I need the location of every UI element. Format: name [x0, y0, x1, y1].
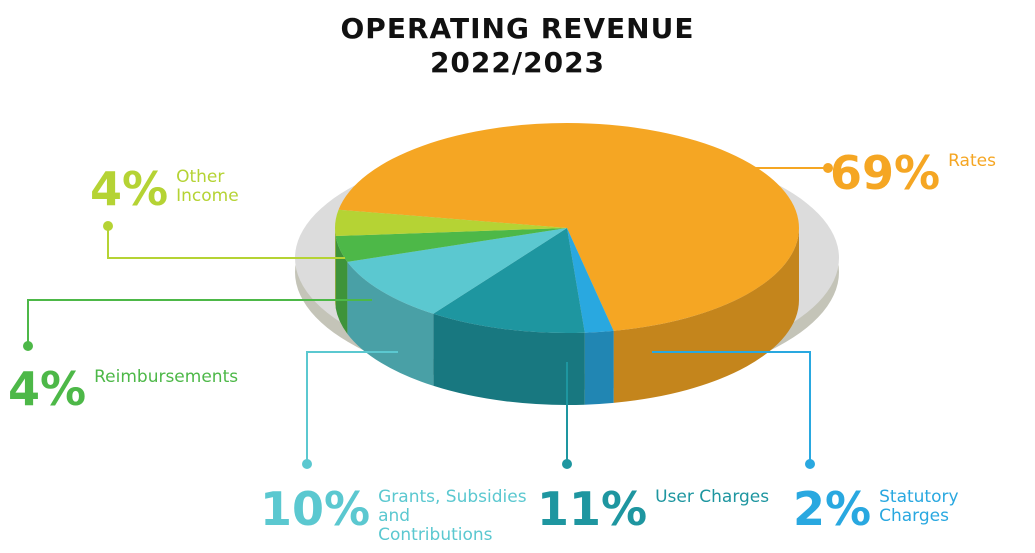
leader-dot — [805, 459, 815, 469]
pie-slice — [338, 123, 799, 331]
value-label: 4% — [8, 362, 87, 416]
pie-slice — [347, 228, 567, 314]
leader-line — [652, 351, 811, 464]
leader-dot — [103, 221, 113, 231]
legend-entry: 10% Grants, Subsidies and Contributions — [260, 486, 528, 545]
pie-slice — [567, 228, 614, 333]
legend-entry: 4% Other Income — [90, 166, 276, 212]
pie-slice-side — [433, 313, 585, 405]
legend-entry: 2% Statutory Charges — [793, 486, 1019, 532]
pie-slice-side — [347, 261, 434, 386]
leader-dot — [23, 341, 33, 351]
leader-dot — [302, 459, 312, 469]
value-label: 11% — [537, 482, 648, 536]
legend-entry: 4% Reimbursements — [8, 366, 294, 412]
leader-line — [27, 299, 372, 346]
pie-slice-side — [335, 236, 348, 334]
category-label: Rates — [948, 151, 996, 171]
leader-dot — [562, 459, 572, 469]
pie-slice — [335, 228, 567, 262]
value-label: 10% — [260, 482, 371, 536]
category-label: Other Income — [176, 167, 239, 206]
category-label: User Charges — [655, 487, 770, 507]
pie-slice-side — [335, 228, 336, 309]
pie-slice — [433, 228, 585, 333]
legend-entry: 11% User Charges — [537, 486, 775, 532]
pie-slice-side — [584, 330, 614, 405]
category-label: Reimbursements — [94, 367, 239, 387]
chart-title: OPERATING REVENUE — [340, 12, 695, 45]
value-label: 4% — [90, 162, 169, 216]
leader-line — [306, 351, 398, 464]
chart-subtitle: 2022/2023 — [429, 46, 606, 79]
category-label: Grants, Subsidies and Contributions — [378, 487, 527, 545]
legend-entry: 69% Rates — [830, 150, 1035, 196]
category-label: Statutory Charges — [879, 487, 959, 526]
leader-line — [107, 226, 345, 259]
pie-slice — [335, 209, 567, 237]
pie-slice-side — [613, 228, 799, 403]
value-label: 69% — [830, 146, 941, 200]
value-label: 2% — [793, 482, 872, 536]
leader-dot — [823, 163, 833, 173]
